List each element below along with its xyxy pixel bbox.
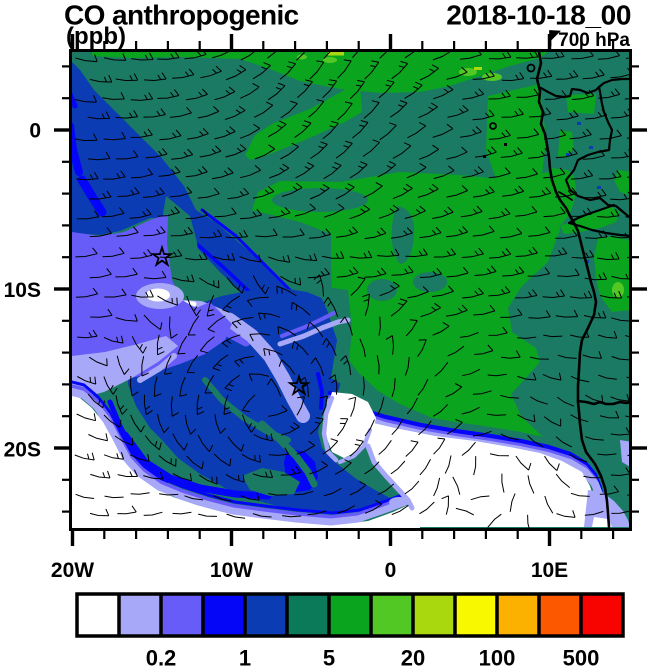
svg-text:100: 100 (479, 646, 516, 667)
svg-text:0: 0 (29, 120, 41, 143)
svg-text:0.2: 0.2 (146, 646, 177, 667)
svg-text:5: 5 (323, 646, 335, 667)
svg-text:20W: 20W (51, 559, 94, 582)
svg-text:10W: 10W (210, 559, 253, 582)
svg-text:2018-10-18_00: 2018-10-18_00 (446, 0, 631, 31)
svg-text:(ppb): (ppb) (66, 23, 126, 50)
svg-text:CO anthropogenic: CO anthropogenic (64, 0, 299, 31)
svg-text:10S: 10S (4, 279, 41, 302)
svg-text:20S: 20S (4, 439, 41, 462)
svg-text:10E: 10E (531, 559, 568, 582)
svg-text:700 hPa: 700 hPa (558, 30, 630, 51)
svg-text:500: 500 (563, 646, 600, 667)
svg-text:20: 20 (401, 646, 425, 667)
svg-text:0: 0 (385, 559, 397, 582)
svg-text:1: 1 (239, 646, 251, 667)
